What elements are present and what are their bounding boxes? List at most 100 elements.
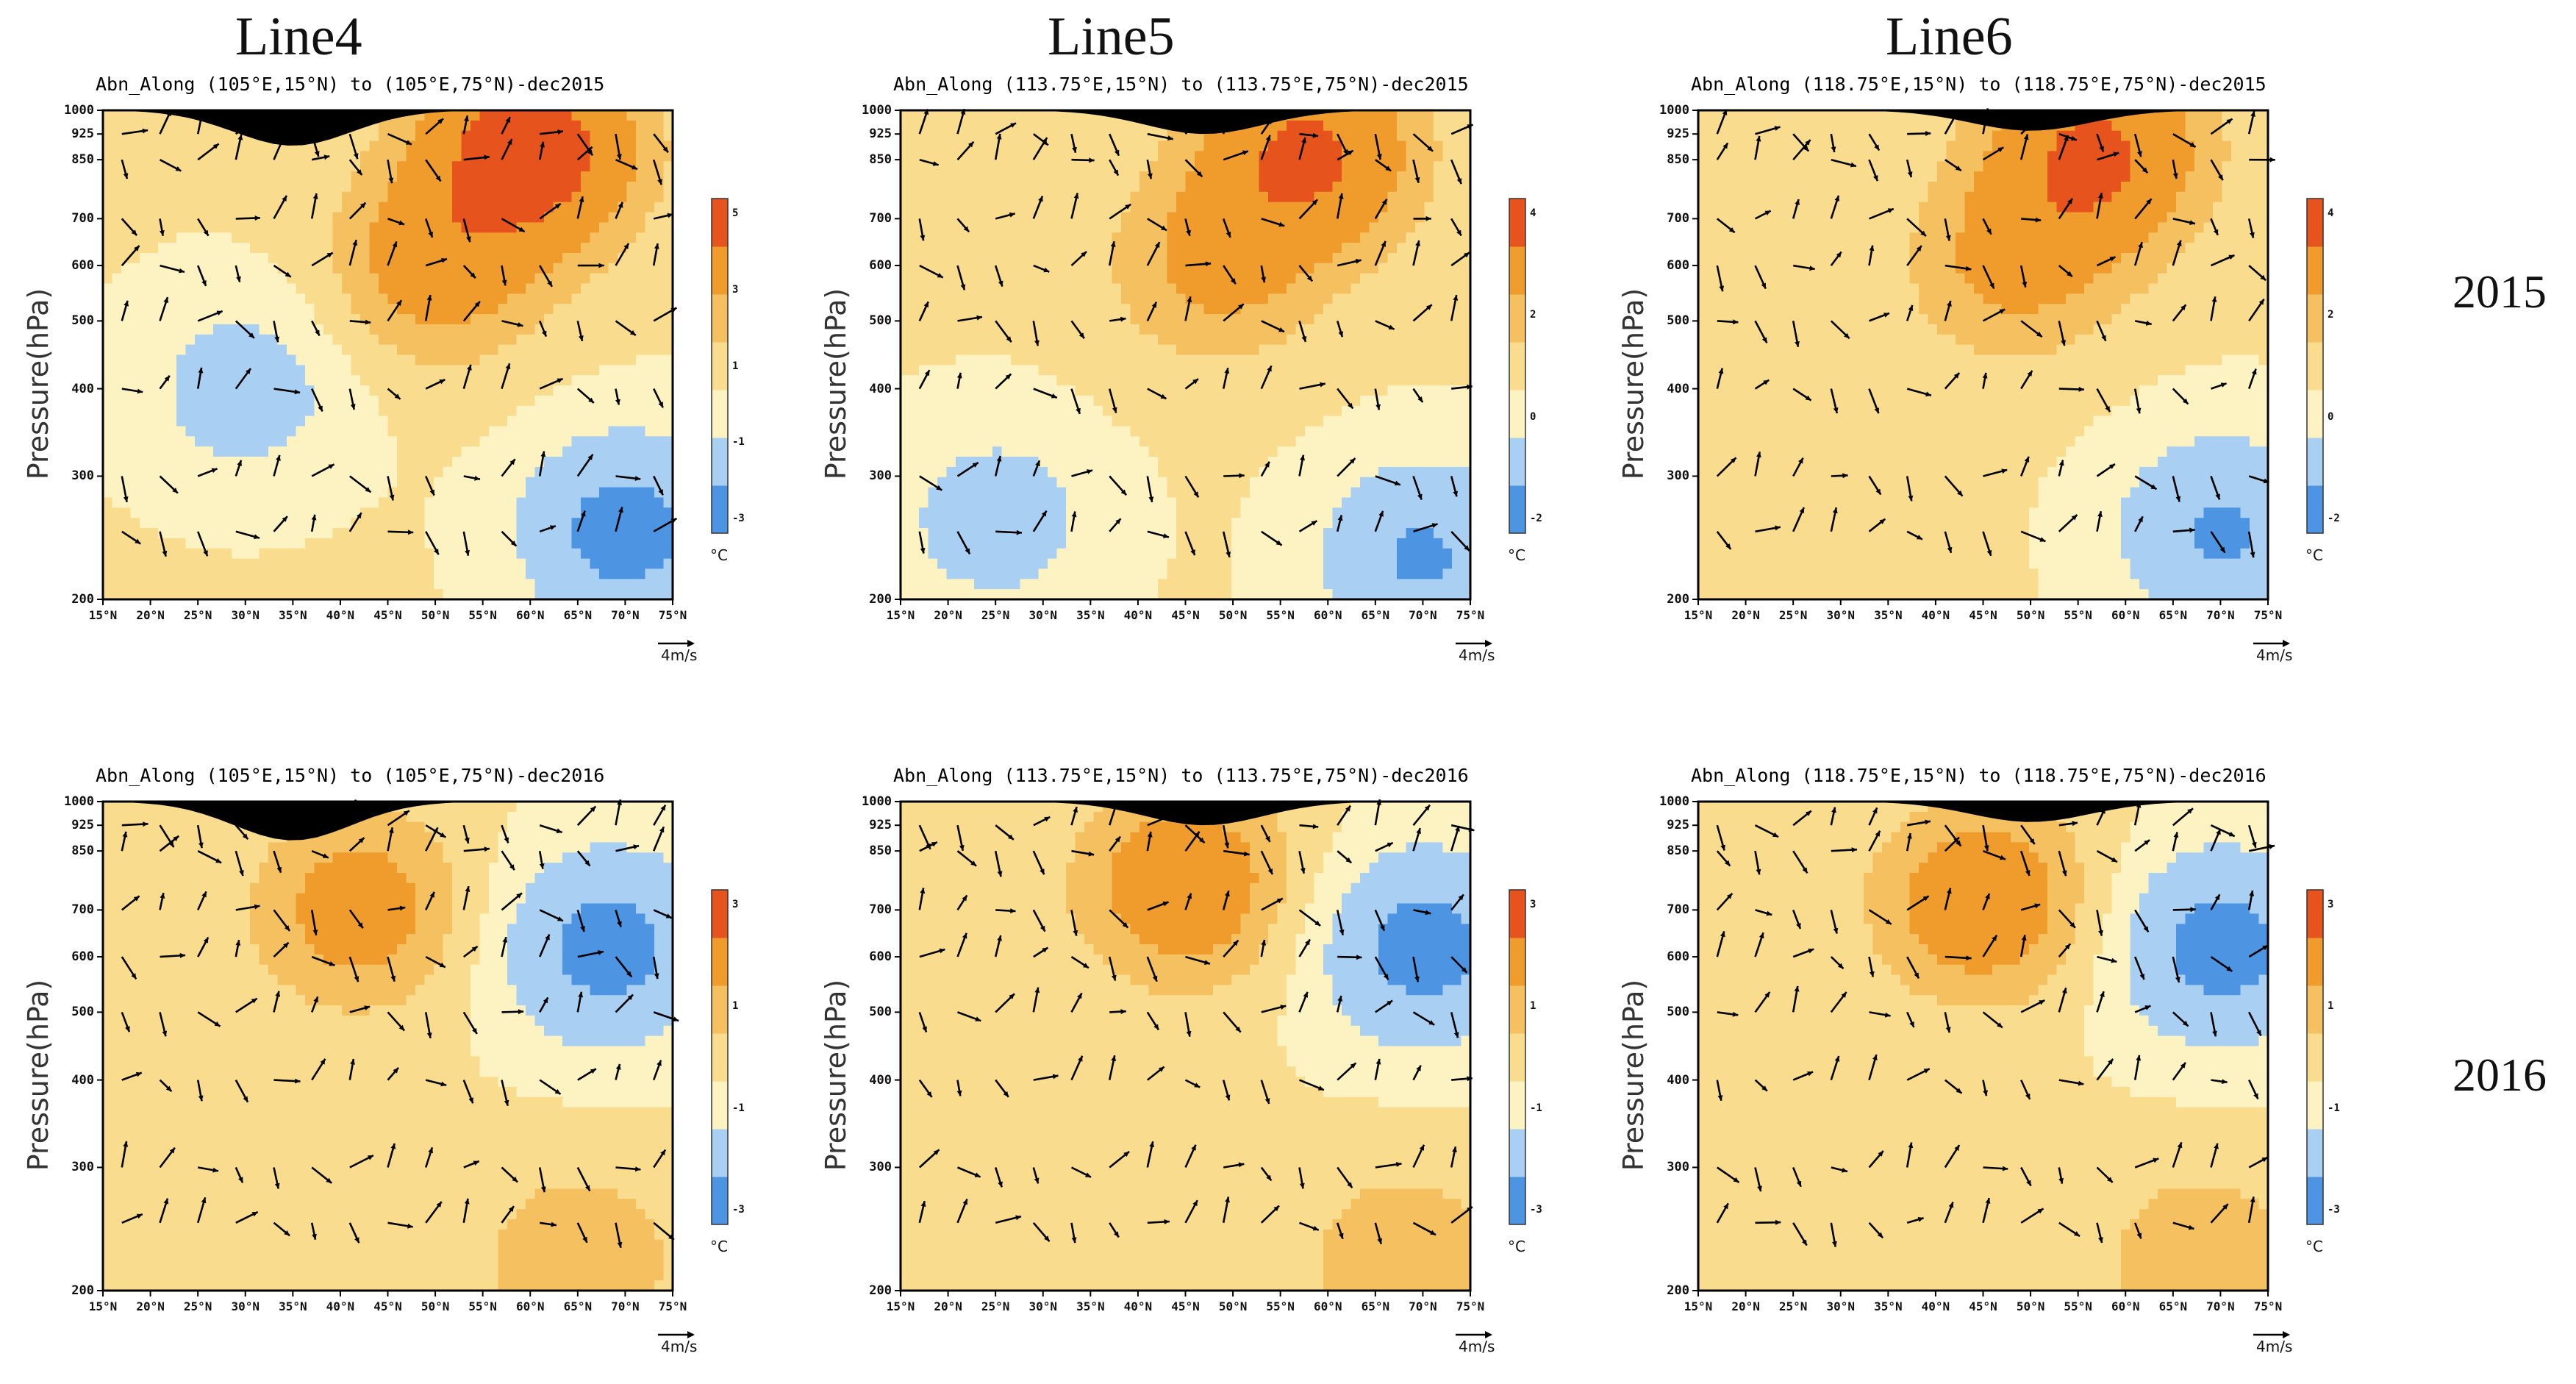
shade-cell: [1048, 314, 1058, 325]
shade-cell: [204, 426, 214, 438]
shade-cell: [516, 548, 526, 560]
shade-cell: [296, 263, 306, 274]
shade-cell: [479, 415, 490, 427]
shade-cell: [562, 324, 573, 335]
shade-cell: [296, 354, 306, 366]
shade-cell: [158, 579, 168, 590]
shade-cell: [489, 518, 499, 529]
shade-cell: [1093, 243, 1103, 254]
shade-cell: [1139, 538, 1150, 549]
shade-cell: [277, 151, 287, 163]
shade-cell: [121, 354, 132, 366]
shade-cell: [259, 191, 269, 203]
shade-cell: [1038, 273, 1048, 285]
shade-cell: [1038, 243, 1048, 254]
shade-cell: [360, 182, 371, 193]
shade-cell: [259, 528, 269, 539]
shade-cell: [974, 579, 984, 590]
shade-cell: [618, 548, 628, 560]
shade-cell: [232, 232, 242, 243]
shade-cell: [1148, 314, 1159, 325]
shade-cell: [185, 293, 196, 305]
shade-cell: [599, 457, 609, 468]
shade-cell: [599, 304, 609, 315]
shade-cell: [1158, 558, 1168, 570]
shade-cell: [599, 558, 609, 570]
shade-cell: [1048, 222, 1058, 234]
shade-cell: [956, 304, 966, 315]
shade-cell: [1112, 334, 1122, 346]
shade-cell: [424, 466, 434, 478]
shade-cell: [599, 528, 609, 539]
shade-cell: [1195, 273, 1205, 285]
shade-cell: [140, 395, 150, 407]
shade-cell: [176, 253, 187, 264]
shade-cell: [498, 579, 508, 590]
wind-arrowhead: [507, 139, 512, 146]
shade-cell: [369, 395, 379, 407]
shade-cell: [415, 222, 426, 234]
shade-cell: [1020, 182, 1030, 193]
shade-cell: [937, 161, 948, 172]
shade-cell: [167, 528, 177, 539]
shade-cell: [562, 405, 573, 417]
shade-cell: [1001, 385, 1012, 396]
shade-cell: [645, 405, 655, 417]
shade-cell: [919, 518, 929, 529]
shade-cell: [268, 426, 279, 438]
shade-cell: [928, 273, 938, 285]
shade-cell: [1167, 507, 1177, 518]
shade-cell: [626, 558, 637, 570]
shade-cell: [489, 558, 499, 570]
shade-cell: [919, 457, 929, 468]
shade-cell: [581, 354, 591, 366]
shade-cell: [140, 191, 150, 203]
shade-cell: [185, 314, 196, 325]
shade-cell: [213, 365, 223, 377]
shade-cell: [406, 191, 416, 203]
shade-cell: [167, 375, 177, 386]
shade-cell: [636, 324, 646, 335]
shade-cell: [296, 375, 306, 386]
shade-cell: [296, 232, 306, 243]
shade-cell: [434, 201, 444, 213]
shade-cell: [507, 497, 518, 509]
shade-cell: [526, 232, 536, 243]
shade-cell: [992, 182, 1003, 193]
shade-cell: [112, 385, 122, 396]
shade-cell: [461, 354, 471, 366]
shade-cell: [618, 110, 628, 121]
shade-cell: [946, 385, 956, 396]
shade-cell: [1203, 293, 1214, 305]
shade-cell: [526, 314, 536, 325]
shade-cell: [1084, 273, 1095, 285]
shade-cell: [397, 426, 407, 438]
shade-cell: [919, 324, 929, 335]
shade-cell: [1001, 354, 1012, 366]
shade-cell: [992, 171, 1003, 182]
shade-cell: [397, 263, 407, 274]
shade-cell: [479, 283, 490, 295]
shade-cell: [618, 568, 628, 580]
shade-cell: [626, 365, 637, 377]
shade-cell: [1029, 344, 1040, 356]
shade-cell: [305, 446, 315, 457]
shade-cell: [443, 507, 453, 518]
y-tick-label: 600: [71, 258, 94, 274]
shade-cell: [608, 395, 618, 407]
shade-cell: [158, 518, 168, 529]
shade-cell: [149, 426, 159, 438]
shade-cell: [1213, 273, 1223, 285]
shade-cell: [909, 161, 920, 172]
shade-cell: [571, 415, 582, 427]
shade-cell: [571, 579, 582, 590]
shade-cell: [167, 507, 177, 518]
shade-cell: [406, 334, 416, 346]
shade-cell: [471, 182, 481, 193]
shade-cell: [526, 446, 536, 457]
shade-cell: [1139, 426, 1150, 438]
shade-cell: [1001, 477, 1012, 488]
shade-cell: [1029, 568, 1040, 580]
shade-cell: [663, 191, 673, 203]
shade-cell: [323, 568, 334, 580]
